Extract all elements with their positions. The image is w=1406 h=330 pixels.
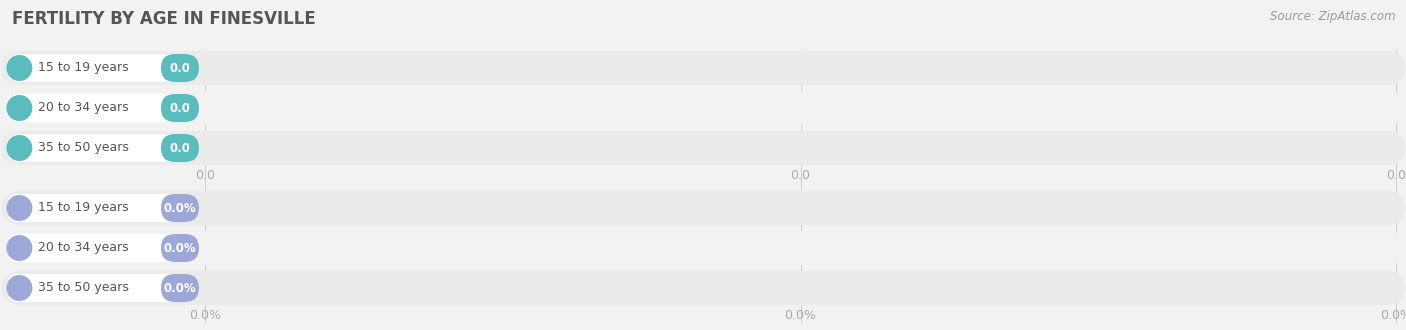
FancyBboxPatch shape — [162, 134, 200, 162]
Circle shape — [7, 236, 32, 260]
Text: 0.0%: 0.0% — [163, 242, 197, 254]
FancyBboxPatch shape — [6, 234, 200, 262]
FancyBboxPatch shape — [1, 131, 1405, 165]
Circle shape — [7, 276, 32, 300]
Text: 35 to 50 years: 35 to 50 years — [38, 281, 128, 294]
Text: 0.0%: 0.0% — [163, 202, 197, 214]
Text: 0.0%: 0.0% — [1381, 309, 1406, 322]
Text: 0.0%: 0.0% — [785, 309, 817, 322]
FancyBboxPatch shape — [6, 94, 200, 122]
FancyBboxPatch shape — [162, 194, 200, 222]
FancyBboxPatch shape — [1, 271, 1405, 305]
FancyBboxPatch shape — [162, 94, 200, 122]
Text: 35 to 50 years: 35 to 50 years — [38, 142, 128, 154]
Circle shape — [7, 96, 32, 120]
FancyBboxPatch shape — [1, 51, 1405, 85]
FancyBboxPatch shape — [1, 231, 1405, 265]
FancyBboxPatch shape — [6, 54, 200, 82]
FancyBboxPatch shape — [162, 54, 200, 82]
Text: 0.0: 0.0 — [790, 169, 810, 182]
Text: 20 to 34 years: 20 to 34 years — [38, 242, 128, 254]
FancyBboxPatch shape — [6, 194, 200, 222]
FancyBboxPatch shape — [1, 91, 1405, 125]
FancyBboxPatch shape — [1, 191, 1405, 225]
Circle shape — [7, 56, 32, 80]
Circle shape — [7, 196, 32, 220]
Text: FERTILITY BY AGE IN FINESVILLE: FERTILITY BY AGE IN FINESVILLE — [13, 10, 316, 28]
Text: 0.0: 0.0 — [1386, 169, 1406, 182]
Text: 0.0%: 0.0% — [188, 309, 221, 322]
FancyBboxPatch shape — [6, 274, 200, 302]
Text: 15 to 19 years: 15 to 19 years — [38, 202, 128, 214]
Text: 20 to 34 years: 20 to 34 years — [38, 102, 128, 115]
Text: Source: ZipAtlas.com: Source: ZipAtlas.com — [1271, 10, 1396, 23]
Text: 0.0: 0.0 — [170, 102, 190, 115]
Text: 15 to 19 years: 15 to 19 years — [38, 61, 128, 75]
Text: 0.0: 0.0 — [170, 142, 190, 154]
Text: 0.0: 0.0 — [195, 169, 215, 182]
FancyBboxPatch shape — [6, 134, 200, 162]
Text: 0.0%: 0.0% — [163, 281, 197, 294]
FancyBboxPatch shape — [162, 274, 200, 302]
Circle shape — [7, 136, 32, 160]
FancyBboxPatch shape — [162, 234, 200, 262]
Text: 0.0: 0.0 — [170, 61, 190, 75]
